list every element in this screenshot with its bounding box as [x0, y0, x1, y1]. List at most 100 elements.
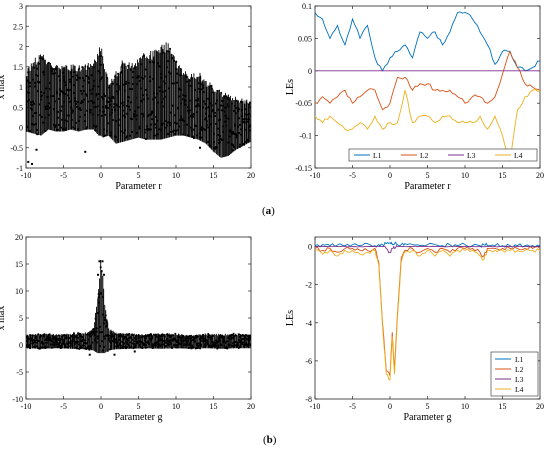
- scatter-point: [80, 335, 82, 338]
- scatter-point: [35, 123, 38, 125]
- scatter-point: [199, 338, 201, 340]
- scatter-point: [145, 346, 148, 349]
- scatter-point: [156, 62, 159, 65]
- scatter-point: [88, 348, 91, 351]
- scatter-point: [201, 84, 204, 87]
- scatter-point: [248, 337, 251, 339]
- scatter-point: [199, 132, 201, 135]
- scatter-point: [113, 103, 115, 105]
- scatter-point: [49, 95, 52, 98]
- scatter-point: [211, 341, 213, 343]
- scatter-point: [40, 98, 43, 101]
- scatter-point: [145, 125, 148, 128]
- scatter-point: [97, 93, 100, 95]
- scatter-point: [188, 79, 191, 82]
- scatter-point: [156, 340, 158, 343]
- scatter-point: [166, 50, 168, 53]
- scatter-point: [238, 143, 241, 146]
- scatter-point: [172, 104, 175, 107]
- scatter-point: [176, 81, 179, 84]
- scatter-point: [143, 131, 146, 134]
- scatter-point: [95, 125, 98, 128]
- scatter-point: [199, 344, 202, 347]
- x-axis-label: Parameter r: [404, 181, 451, 192]
- scatter-point: [139, 346, 142, 349]
- scatter-point: [231, 342, 234, 345]
- scatter-point: [201, 126, 203, 129]
- scatter-point: [54, 68, 57, 71]
- scatter-point: [58, 93, 61, 96]
- scatter-point: [110, 108, 113, 111]
- scatter-point: [214, 115, 217, 117]
- scatter-point: [78, 120, 81, 122]
- scatter-point: [43, 73, 46, 76]
- scatter-point: [97, 301, 100, 304]
- scatter-point: [123, 131, 126, 134]
- scatter-point: [183, 99, 186, 102]
- scatter-point: [89, 333, 92, 336]
- scatter-point: [203, 337, 205, 340]
- scatter-point: [190, 347, 193, 350]
- scatter-point: [213, 343, 216, 345]
- y-tick-label: -0.1: [299, 132, 312, 141]
- scatter-point: [103, 134, 106, 137]
- scatter-point: [59, 90, 62, 92]
- scatter-point: [63, 93, 66, 95]
- scatter-point: [98, 331, 101, 334]
- scatter-point: [52, 336, 55, 339]
- scatter-point: [142, 115, 145, 118]
- x-tick-label: 5: [426, 402, 430, 411]
- scatter-point: [204, 339, 207, 342]
- scatter-point: [168, 87, 171, 90]
- scatter-point: [75, 103, 77, 105]
- scatter-point: [185, 75, 188, 78]
- scatter-point: [222, 341, 225, 344]
- scatter-point: [83, 79, 86, 82]
- scatter-point: [142, 343, 145, 345]
- scatter-point: [43, 70, 46, 73]
- x-tick-label: -5: [60, 402, 67, 411]
- scatter-point: [50, 346, 53, 349]
- y-tick-label: -6: [305, 357, 312, 366]
- scatter-point: [112, 339, 114, 342]
- scatter-point: [56, 116, 59, 119]
- scatter-point: [85, 342, 88, 345]
- scatter-point: [34, 85, 37, 88]
- scatter-point: [129, 108, 132, 111]
- scatter-point: [106, 334, 109, 337]
- scatter-point: [41, 340, 44, 343]
- scatter-point: [175, 344, 178, 346]
- scatter-point: [81, 100, 84, 103]
- scatter-point: [101, 313, 104, 316]
- scatter-point: [220, 334, 223, 337]
- scatter-point: [157, 346, 159, 348]
- scatter-point: [245, 118, 248, 121]
- scatter-point: [116, 83, 119, 86]
- scatter-point: [36, 133, 39, 136]
- scatter-point: [59, 347, 62, 350]
- scatter-point: [125, 340, 128, 343]
- scatter-point: [213, 133, 215, 135]
- scatter-point: [231, 149, 234, 152]
- scatter-point: [142, 344, 145, 347]
- y-tick-label: 0.05: [298, 34, 312, 43]
- scatter-point: [143, 128, 146, 131]
- scatter-point: [209, 336, 212, 339]
- scatter-point: [50, 340, 53, 343]
- scatter-point: [52, 341, 55, 344]
- scatter-point: [44, 339, 47, 342]
- scatter-point: [135, 334, 138, 337]
- scatter-point: [96, 98, 99, 100]
- x-axis-label: Parameter r: [115, 181, 162, 192]
- scatter-point: [72, 110, 74, 113]
- scatter-point: [196, 347, 199, 349]
- scatter-point: [146, 127, 149, 130]
- scatter-point: [101, 349, 104, 352]
- y-axis-label: x max: [0, 75, 7, 100]
- scatter-point: [127, 343, 130, 346]
- scatter-point: [101, 296, 104, 299]
- scatter-point: [237, 333, 240, 336]
- scatter-point: [241, 338, 244, 340]
- scatter-point: [63, 346, 66, 349]
- scatter-point: [133, 343, 136, 345]
